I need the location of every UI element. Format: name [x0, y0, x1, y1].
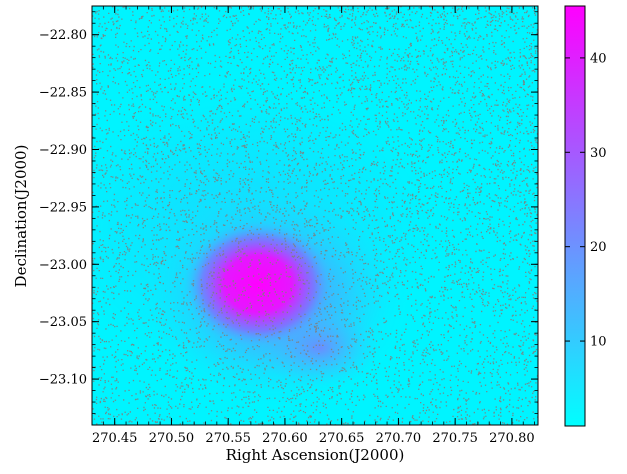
y-tick-label: −22.80 [39, 28, 87, 43]
plot-frame [91, 5, 539, 426]
x-axis-minor-ticks [91, 6, 535, 425]
y-axis-minor-ticks [92, 11, 538, 426]
x-tick-label: 270.75 [432, 431, 478, 446]
x-tick-label: 270.65 [319, 431, 365, 446]
y-axis-label: Declination(J2000) [12, 145, 30, 288]
x-tick-label: 270.80 [489, 431, 535, 446]
x-axis-ticks: 270.45 270.50 270.55 270.60 270.65 270.70 270.… [92, 6, 535, 446]
y-axis-ticks: −22.80 −22.85 −22.90 −22.95 −23.00 −23.05 −23.… [39, 28, 538, 388]
x-tick-label: 270.50 [149, 431, 195, 446]
y-tick-label: −22.95 [39, 200, 87, 215]
colorbar-tick-label: 20 [590, 240, 607, 255]
x-tick-label: 270.45 [92, 431, 138, 446]
plot-area [92, 6, 538, 425]
colorbar-ticks: 10 20 30 40 [565, 51, 607, 350]
x-tick-label: 270.70 [376, 431, 422, 446]
colorbar-gradient [565, 6, 585, 426]
colorbar: 10 20 30 40 [564, 5, 607, 427]
density-core [183, 221, 333, 347]
colorbar-tick-label: 30 [590, 146, 607, 161]
colorbar-tick-label: 10 [590, 335, 607, 350]
colorbar-frame [564, 5, 586, 427]
scatter-point-field [92, 6, 538, 425]
y-tick-label: −23.05 [39, 315, 87, 330]
y-tick-label: −23.10 [39, 373, 87, 388]
colorbar-tick-label: 40 [590, 51, 607, 66]
y-tick-label: −22.85 [39, 86, 87, 101]
scatter-points [92, 6, 538, 425]
y-tick-label: −22.90 [39, 143, 87, 158]
x-axis-label: Right Ascension(J2000) [226, 446, 405, 464]
x-tick-label: 270.60 [262, 431, 308, 446]
y-tick-label: −23.00 [39, 258, 87, 273]
x-tick-label: 270.55 [205, 431, 251, 446]
